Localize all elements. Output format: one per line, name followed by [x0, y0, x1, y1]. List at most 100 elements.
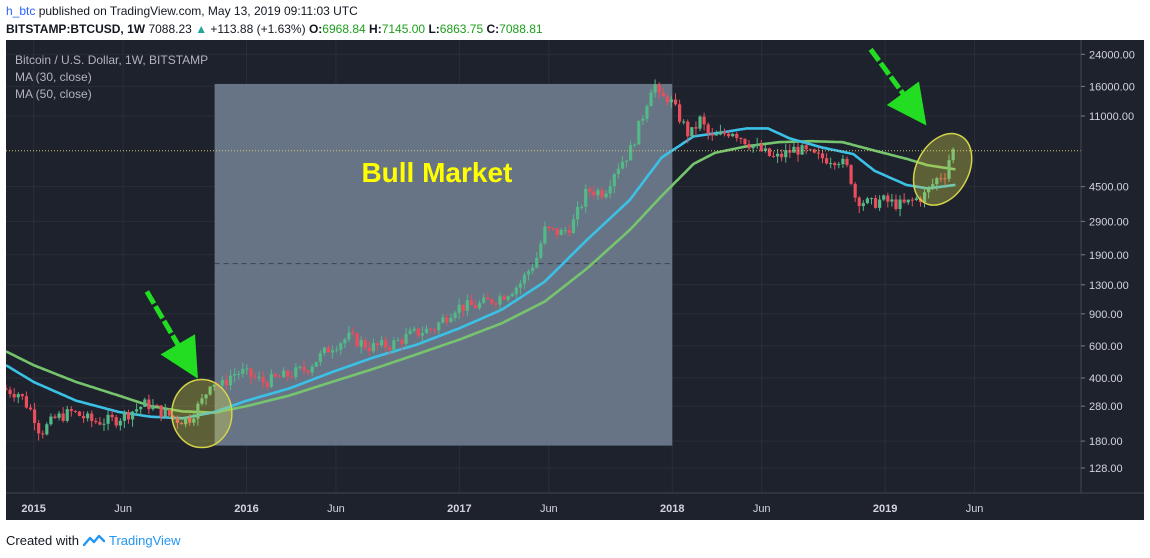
candle-down: [600, 190, 604, 198]
candle-down: [494, 303, 498, 305]
x-tick-label: 2016: [234, 503, 258, 515]
candle-down: [286, 370, 290, 377]
candle-up: [829, 163, 833, 165]
candle-down: [81, 415, 86, 419]
candle-up: [669, 99, 674, 103]
candle-down: [694, 127, 698, 129]
candle-down: [943, 178, 947, 180]
candle-down: [159, 405, 163, 418]
candle-down: [490, 299, 494, 304]
candle-down: [739, 138, 743, 140]
time-axis[interactable]: [6, 493, 1144, 520]
candle-down: [261, 376, 265, 383]
candle-down: [94, 420, 98, 423]
y-tick-label: 600.00: [1089, 341, 1123, 353]
candle-down: [20, 394, 24, 397]
high-value: 7145.00: [381, 22, 426, 36]
candle-down: [37, 423, 41, 434]
candle-up: [718, 131, 723, 135]
candle-up: [841, 158, 845, 165]
candle-up: [596, 190, 600, 196]
x-tick-label: Jun: [114, 503, 132, 515]
created-with-text: Created with: [6, 533, 79, 548]
legend-ma50[interactable]: MA (50, close): [15, 87, 92, 101]
open-label: O:: [308, 22, 323, 36]
candle-up: [763, 148, 767, 151]
y-tick-label: 900.00: [1089, 309, 1123, 321]
candle-up: [282, 370, 286, 378]
candle-down: [175, 417, 180, 423]
y-tick-label: 400.00: [1089, 373, 1123, 385]
candle-up: [906, 199, 910, 203]
candle-up: [482, 297, 486, 303]
price-axis[interactable]: [1081, 40, 1144, 520]
candle-down: [69, 409, 73, 412]
candle-down: [24, 396, 29, 408]
candle-up: [784, 150, 788, 158]
candle-down: [4, 388, 8, 390]
candle-up: [531, 267, 535, 272]
candle-up: [143, 399, 147, 407]
highlight-circle-2019: [912, 132, 973, 206]
tradingview-brand[interactable]: TradingView: [108, 533, 181, 548]
x-tick-label: Jun: [753, 503, 771, 515]
candle-down: [179, 422, 184, 425]
candle-down: [114, 417, 118, 426]
candle-down: [363, 340, 367, 348]
candle-up: [571, 219, 576, 234]
candle-up: [543, 226, 547, 244]
candle-down: [849, 165, 853, 184]
candle-down: [726, 133, 731, 137]
candle-down: [355, 333, 359, 347]
candle-up: [220, 379, 224, 386]
candle-up: [637, 120, 641, 145]
candle-up: [359, 340, 363, 347]
candle-up: [641, 118, 645, 121]
candle-up: [228, 375, 233, 386]
candle-down: [433, 329, 437, 331]
candle-up: [441, 317, 445, 323]
candle-down: [743, 138, 747, 145]
candle-up: [645, 106, 649, 119]
close-value: 7088.81: [499, 22, 543, 36]
candle-up: [65, 409, 69, 421]
candle-down: [61, 413, 65, 421]
y-tick-label: 1300.00: [1089, 280, 1129, 292]
candle-down: [808, 149, 812, 151]
author-link[interactable]: h_btc: [6, 4, 36, 18]
candle-up: [869, 198, 874, 200]
candle-down: [126, 412, 131, 420]
publish-info: h_btc published on TradingView.com, May …: [6, 4, 358, 18]
candle-down: [747, 144, 751, 149]
candle-down: [155, 405, 159, 407]
candle-up: [392, 340, 396, 350]
y-tick-label: 1900.00: [1089, 250, 1129, 262]
candle-down: [265, 382, 269, 387]
tradingview-logo-icon[interactable]: [82, 534, 105, 547]
candle-down: [702, 116, 706, 125]
candle-up: [526, 271, 531, 275]
publish-text: published on TradingView.com, May 13, 20…: [38, 4, 358, 18]
candle-up: [775, 153, 780, 157]
candle-up: [404, 333, 408, 344]
y-tick-label: 24000.00: [1089, 49, 1135, 61]
ma30-line: [5, 127, 956, 420]
legend-ma30[interactable]: MA (30, close): [15, 70, 92, 84]
candle-up: [477, 302, 482, 309]
candle-up: [792, 146, 796, 153]
candle-down: [796, 146, 800, 155]
candle-up: [580, 206, 584, 208]
candle-down: [110, 414, 114, 418]
candle-down: [388, 347, 392, 350]
candle-up: [204, 394, 208, 399]
candle-up: [318, 353, 322, 362]
y-tick-label: 128.00: [1089, 463, 1123, 475]
candle-down: [249, 368, 253, 377]
candle-down: [886, 195, 890, 202]
x-tick-label: 2017: [447, 503, 471, 515]
x-tick-label: Jun: [966, 503, 984, 515]
footer: Created with TradingView: [6, 533, 181, 548]
candle-down: [41, 433, 45, 435]
